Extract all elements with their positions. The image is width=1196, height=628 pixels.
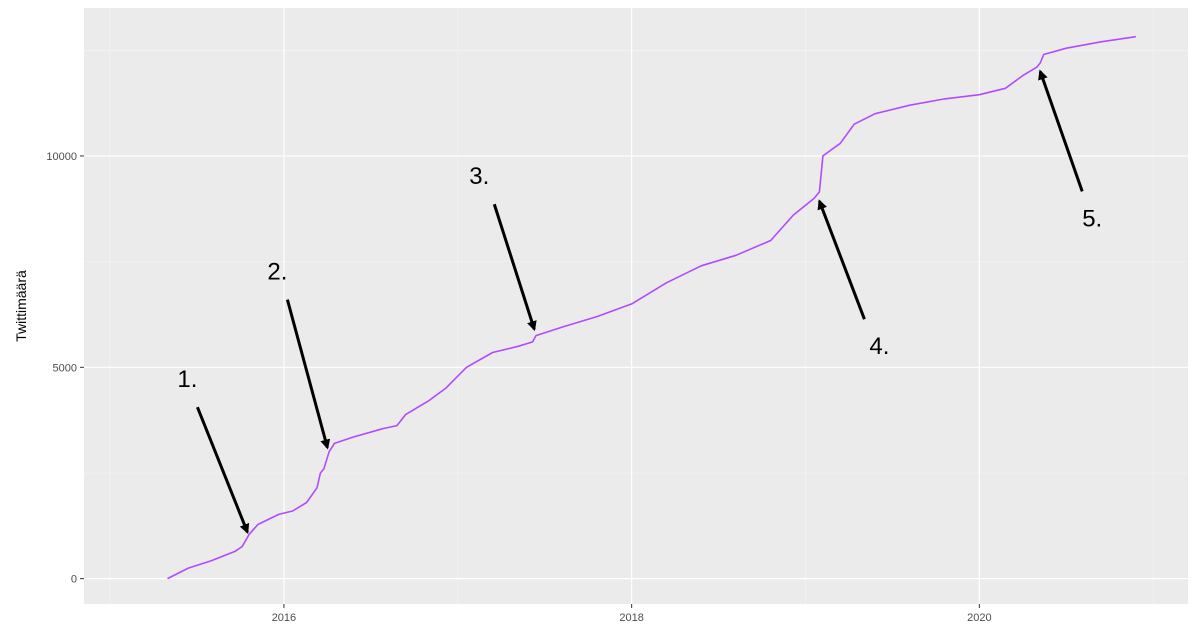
- annotation-arrow-4: [817, 199, 866, 320]
- annotation-label-3: 3.: [469, 163, 489, 190]
- y-tick-label: 10000: [46, 151, 77, 163]
- annotation-arrow-2: [285, 299, 331, 450]
- x-axis-ticks: 2016 2018 2020: [272, 604, 992, 624]
- grid-major: [84, 8, 1188, 604]
- annotation-label-5: 5.: [1082, 205, 1102, 232]
- x-tick-label: 2016: [272, 612, 296, 624]
- x-tick-label: 2018: [619, 612, 643, 624]
- y-tick-label: 0: [71, 574, 77, 586]
- x-tick-label: 2020: [967, 612, 991, 624]
- grid-minor: [84, 8, 1188, 604]
- annotation-arrow-3: [492, 203, 537, 332]
- y-tick-label: 5000: [53, 362, 77, 374]
- annotation-label-1: 1.: [177, 366, 197, 393]
- annotation-label-4: 4.: [869, 333, 889, 360]
- annotation-label-2: 2.: [267, 259, 287, 286]
- y-axis-ticks: 0 5000 10000: [46, 151, 84, 586]
- annotation-arrow-5: [1038, 69, 1084, 192]
- series-layer: [167, 35, 1136, 580]
- series-line-0: [167, 35, 1136, 580]
- plot-panel: [84, 8, 1188, 604]
- annotation-arrow-1: [196, 406, 250, 534]
- y-axis-title: Twittimäärä: [13, 270, 29, 342]
- annotation-layer: 1. 2. 3. 4. 5.: [177, 69, 1102, 534]
